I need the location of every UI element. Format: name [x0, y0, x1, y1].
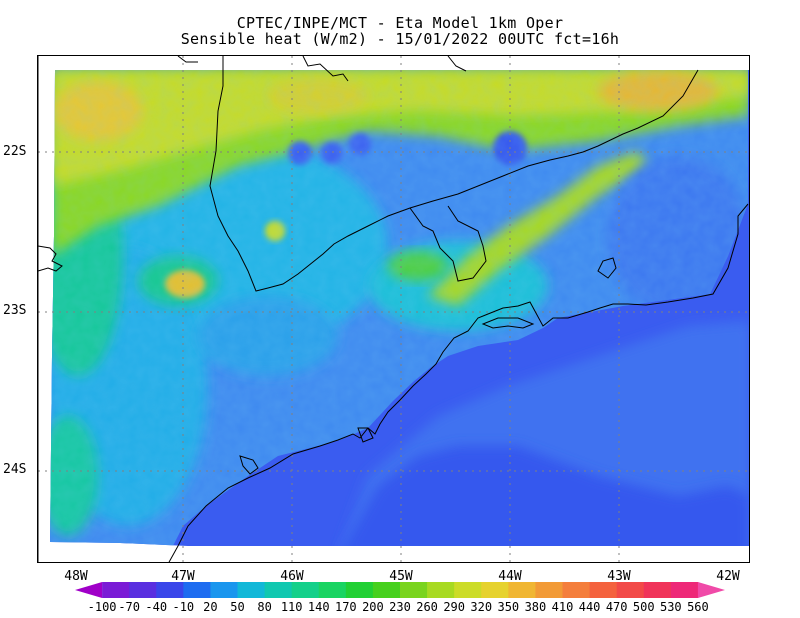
- ocean-deep: [338, 446, 749, 546]
- lon-label-42w: 42W: [716, 569, 740, 584]
- colorbar-cell: [129, 582, 157, 598]
- colorbar-cell: [318, 582, 347, 598]
- island-small: [357, 427, 374, 443]
- lon-label-47w: 47W: [171, 569, 195, 584]
- data-field: [50, 70, 749, 546]
- colorbar-cell: [156, 582, 184, 598]
- colorbar-tick-label: 230: [389, 600, 411, 614]
- colorbar-cell: [616, 582, 645, 598]
- chart-title: CPTEC/INPE/MCT - Eta Model 1km Oper: [236, 14, 564, 32]
- colorbar-tick-label: 20: [203, 600, 218, 614]
- lat-label-24s: 24S: [3, 462, 27, 477]
- colorbar-tick-label: 50: [230, 600, 245, 614]
- colorbar-tick-label: 410: [551, 600, 574, 614]
- grid-lines: [38, 56, 749, 562]
- colorbar-tick-label: 170: [334, 600, 357, 614]
- colorbar-arrow-max: [697, 582, 725, 598]
- colorbar-cell: [264, 582, 293, 598]
- border-mg: [209, 56, 699, 292]
- border-north-3: [177, 56, 198, 63]
- colorbar-tick-label: 80: [257, 600, 272, 614]
- map-plot-area: [37, 55, 750, 563]
- colorbar-cell: [237, 582, 266, 598]
- colorbar-tick-label: 110: [280, 600, 303, 614]
- colorbar-tick-label: 560: [687, 600, 709, 614]
- coastline: [168, 203, 749, 562]
- colorbar-arrow-min: [75, 582, 103, 598]
- colorbar-tick-label: 350: [497, 600, 520, 614]
- colorbar-cell: [345, 582, 374, 598]
- colorbar-cells: [75, 582, 725, 598]
- colorbar-cell: [291, 582, 320, 598]
- colorbar-cell: [670, 582, 699, 598]
- border-north-2: [447, 56, 467, 72]
- colorbar-cell: [102, 582, 130, 598]
- colorbar-tick-label: 290: [443, 600, 465, 614]
- colorbar-tick-label: 260: [416, 600, 438, 614]
- island-sao-sebastiao: [239, 455, 259, 475]
- lat-label-23s: 23S: [3, 303, 27, 318]
- lat-label-22s: 22S: [3, 144, 27, 159]
- boundaries: [38, 56, 749, 562]
- colorbar-cell: [535, 582, 563, 598]
- colorbar-tick-label: -40: [145, 600, 168, 614]
- colorbar-cell: [589, 582, 618, 598]
- colorbar-cell: [400, 582, 428, 598]
- colorbar-tick-label: 140: [307, 600, 330, 614]
- lon-label-43w: 43W: [607, 569, 631, 584]
- colorbar-tick-label: -100: [87, 600, 117, 614]
- colorbar-cell: [643, 582, 672, 598]
- colorbar-cell: [183, 582, 211, 598]
- colorbar-cell: [508, 582, 536, 598]
- colorbar-tick-label: 530: [659, 600, 682, 614]
- chart-subtitle: Sensible heat (W/m2) - 15/01/2022 00UTC …: [180, 30, 620, 48]
- sensible-heat-field: [38, 56, 749, 562]
- border-north: [302, 56, 349, 82]
- colorbar-tick-label: 200: [362, 600, 384, 614]
- colorbar-cell: [562, 582, 591, 598]
- lon-label-46w: 46W: [280, 569, 304, 584]
- lon-label-45w: 45W: [389, 569, 413, 584]
- colorbar-tick-label: 440: [578, 600, 601, 614]
- colorbar-cell: [454, 582, 482, 598]
- colorbar-cell: [481, 582, 509, 598]
- colorbar-tick-label: 470: [605, 600, 628, 614]
- guanabara-bay: [597, 257, 617, 279]
- colorbar-tick-label: -10: [172, 600, 195, 614]
- colorbar-tick-label: 500: [632, 600, 655, 614]
- lon-label-44w: 44W: [498, 569, 522, 584]
- colorbar-cell: [210, 582, 238, 598]
- colorbar-tick-label: 380: [524, 600, 547, 614]
- colorbar-cell: [372, 582, 401, 598]
- border-rj-mg: [409, 205, 487, 282]
- island-grande: [481, 317, 535, 329]
- colorbar-cell: [427, 582, 455, 598]
- lon-label-48w: 48W: [64, 569, 88, 584]
- colorbar-tick-label: 320: [470, 600, 493, 614]
- colorbar-tick-label: -70: [118, 600, 140, 614]
- border-pr: [38, 245, 63, 272]
